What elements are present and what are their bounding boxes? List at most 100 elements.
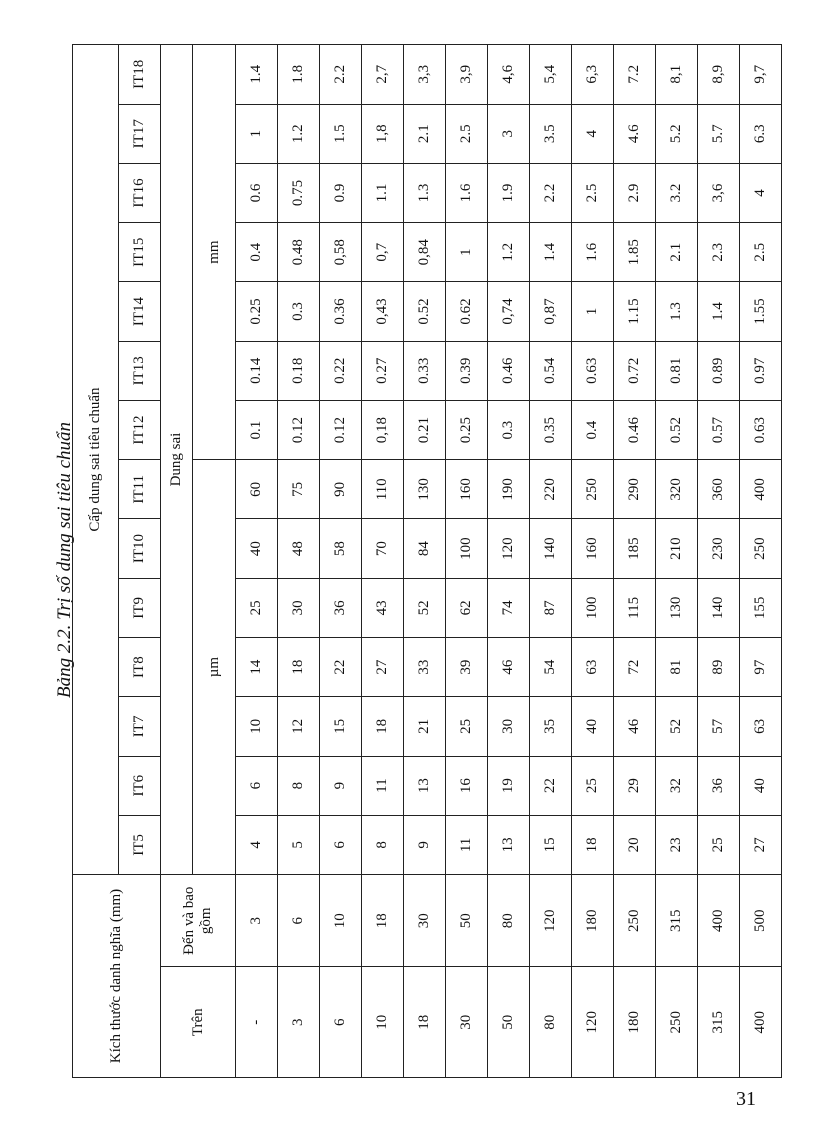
tolerance-cell: 23 <box>655 815 698 875</box>
tolerance-cell: 27 <box>739 815 782 875</box>
tolerance-cell: 1.2 <box>487 222 530 282</box>
tolerance-cell: 10 <box>235 696 278 757</box>
tolerance-cell: 18 <box>571 815 614 875</box>
size-to-cell: 120 <box>529 874 572 967</box>
table-row: 10 18 8 11 18 27 43 70 110 0,18 0.27 0,43 0,7 1.1 1,8 2… <box>361 44 404 1078</box>
tolerance-cell: 0.72 <box>613 341 656 401</box>
tolerance-cell: 4.6 <box>613 104 656 164</box>
tolerance-cell: 52 <box>655 696 698 757</box>
tolerance-cell: 1.9 <box>487 163 530 223</box>
grade-header: IT5 <box>118 815 161 875</box>
tolerance-cell: 97 <box>739 637 782 697</box>
tolerance-cell: 11 <box>445 815 488 875</box>
tolerance-cell: 2,7 <box>361 44 404 105</box>
tolerance-cell: 9,7 <box>739 44 782 105</box>
tolerance-cell: 2.5 <box>739 222 782 282</box>
tolerance-cell: 13 <box>403 756 446 816</box>
tolerance-cell: 4 <box>235 815 278 875</box>
tolerance-cell: 185 <box>613 518 656 579</box>
tolerance-cell: 0.27 <box>361 341 404 401</box>
table-row: 315 400 25 36 57 89 140 230 360 0.57 0.89 1.4 2.3 3,6… <box>697 44 740 1078</box>
tolerance-cell: 0.52 <box>403 281 446 342</box>
tolerance-cell: 0.54 <box>529 341 572 401</box>
tolerance-cell: 0.81 <box>655 341 698 401</box>
tolerance-cell: 0.57 <box>697 400 740 460</box>
tolerance-cell: 18 <box>361 696 404 757</box>
tolerance-cell: 1.3 <box>403 163 446 223</box>
tolerance-cell: 12 <box>277 696 320 757</box>
tolerance-cell: 230 <box>697 518 740 579</box>
tolerance-cell: 87 <box>529 578 572 638</box>
table-row: 400 500 27 40 63 97 155 250 400 0.63 0.97 1.55 2.5 4 6… <box>739 44 782 1078</box>
tolerance-cell: 0.63 <box>571 341 614 401</box>
tolerance-cell: 1.3 <box>655 281 698 342</box>
tolerance-cell: 7.2 <box>613 44 656 105</box>
size-over-cell: 50 <box>487 966 530 1078</box>
tolerance-cell: 0,87 <box>529 281 572 342</box>
tolerance-cell: 0,43 <box>361 281 404 342</box>
table-row: -3 4 6 10 14 25 40 60 0.1 0.14 0.25 0.4 0.6 1 1.4 <box>235 44 278 1078</box>
size-to-cell: 315 <box>655 874 698 967</box>
tolerance-cell: 0.3 <box>277 281 320 342</box>
tolerance-cell: 160 <box>571 518 614 579</box>
tolerance-cell: 72 <box>613 637 656 697</box>
tolerance-cell: 0,18 <box>361 400 404 460</box>
tolerance-cell: 0.9 <box>319 163 362 223</box>
tolerance-cell: 5 <box>277 815 320 875</box>
size-over-cell: 18 <box>403 966 446 1078</box>
tolerance-cell: 0.12 <box>277 400 320 460</box>
table-row: 80 120 15 22 35 54 87 140 220 0.35 0.54 0,87 1.4 2.2 3… <box>529 44 572 1078</box>
tolerance-table: Kích thước danh nghĩa (mm) Cấp dung sai … <box>72 44 782 1078</box>
tolerance-cell: 57 <box>697 696 740 757</box>
tolerance-cell: 40 <box>739 756 782 816</box>
grade-header: IT15 <box>118 222 161 282</box>
tolerance-cell: 2.2 <box>319 44 362 105</box>
tolerance-cell: 290 <box>613 459 656 519</box>
tolerance-cell: 1.2 <box>277 104 320 164</box>
tolerance-cell: 1.1 <box>361 163 404 223</box>
tolerance-cell: 9 <box>403 815 446 875</box>
tolerance-cell: 1,8 <box>361 104 404 164</box>
tolerance-cell: 25 <box>571 756 614 816</box>
tolerance-cell: 4,6 <box>487 44 530 105</box>
tolerance-cell: 190 <box>487 459 530 519</box>
tolerance-cell: 0.18 <box>277 341 320 401</box>
table-row: 250 315 23 32 52 81 130 210 320 0.52 0.81 1.3 2.1 3.2… <box>655 44 698 1078</box>
table-row: 30 50 11 16 25 39 62 100 160 0.25 0.39 0.62 1 1.6 2.5 3… <box>445 44 488 1078</box>
tolerance-cell: 58 <box>319 518 362 579</box>
tolerance-cell: 0.75 <box>277 163 320 223</box>
tolerance-cell: 9 <box>319 756 362 816</box>
tolerance-cell: 1.85 <box>613 222 656 282</box>
page-number: 31 <box>736 1088 756 1110</box>
tolerance-cell: 70 <box>361 518 404 579</box>
tolerance-cell: 0,7 <box>361 222 404 282</box>
table-row: 50 80 13 19 30 46 74 120 190 0.3 0.46 0,74 1.2 1.9 3 4,… <box>487 44 530 1078</box>
tolerance-cell: 21 <box>403 696 446 757</box>
size-over-cell: 3 <box>277 966 320 1078</box>
tolerance-cell: 115 <box>613 578 656 638</box>
tolerance-cell: 25 <box>235 578 278 638</box>
tolerance-cell: 5.2 <box>655 104 698 164</box>
tolerance-cell: 39 <box>445 637 488 697</box>
tolerance-cell: 62 <box>445 578 488 638</box>
tolerance-header: Dung sai <box>160 44 193 875</box>
tolerance-cell: 40 <box>571 696 614 757</box>
size-over-cell: 80 <box>529 966 572 1078</box>
tolerance-cell: 6,3 <box>571 44 614 105</box>
tolerance-cell: 130 <box>655 578 698 638</box>
tolerance-cell: 1 <box>445 222 488 282</box>
tolerance-cell: 100 <box>445 518 488 579</box>
tolerance-cell: 140 <box>697 578 740 638</box>
tolerance-cell: 140 <box>529 518 572 579</box>
tolerance-cell: 0.12 <box>319 400 362 460</box>
tolerance-cell: 60 <box>235 459 278 519</box>
tolerance-cell: 11 <box>361 756 404 816</box>
tolerance-cell: 0.25 <box>445 400 488 460</box>
tolerance-cell: 0.97 <box>739 341 782 401</box>
tolerance-cell: 0.6 <box>235 163 278 223</box>
size-to-cell: 18 <box>361 874 404 967</box>
tolerance-cell: 100 <box>571 578 614 638</box>
size-over-cell: 315 <box>697 966 740 1078</box>
tolerance-cell: 0.3 <box>487 400 530 460</box>
tolerance-cell: 5.7 <box>697 104 740 164</box>
